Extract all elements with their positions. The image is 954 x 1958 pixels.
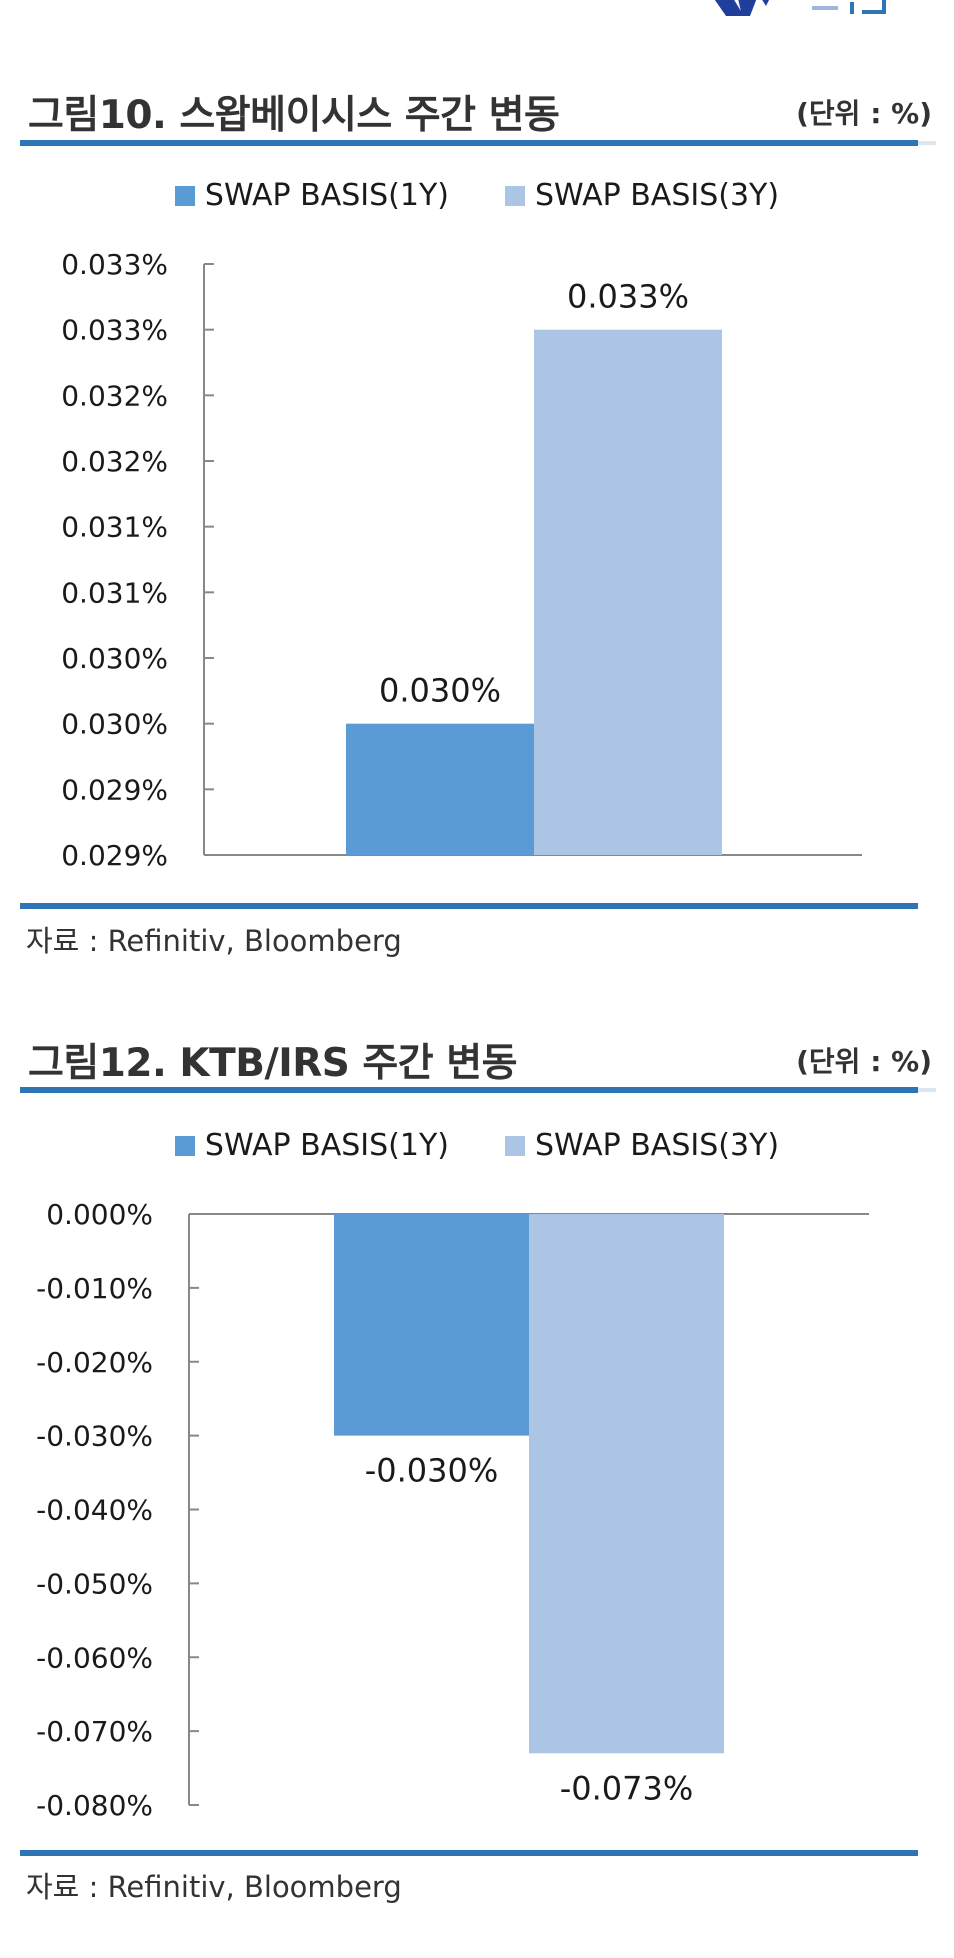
y-tick-label: -0.060% — [36, 1641, 153, 1674]
legend-swatch-1y — [174, 185, 195, 206]
data-label-3y: 0.033% — [567, 278, 689, 316]
legend-label-1y: SWAP BASIS(1Y) — [204, 1128, 449, 1163]
y-tick-label: -0.050% — [36, 1567, 153, 1600]
bar-3y — [534, 329, 722, 856]
title-rule-accent — [918, 1088, 936, 1092]
chart-legend: SWAP BASIS(1Y) SWAP BASIS(3Y) — [0, 178, 954, 213]
y-tick-label: -0.080% — [36, 1789, 153, 1820]
y-tick-label: 0.033% — [61, 248, 168, 281]
y-tick-label: 0.031% — [61, 511, 168, 544]
title-rule — [20, 1087, 918, 1093]
y-tick-label: 0.029% — [61, 839, 168, 872]
y-tick-label: 0.032% — [61, 379, 168, 412]
legend-item-1y: SWAP BASIS(1Y) — [174, 178, 449, 213]
legend-item-3y: SWAP BASIS(3Y) — [505, 1128, 779, 1163]
company-logo — [714, 0, 886, 16]
bar-chart-swap-basis: 0.033% 0.033% 0.032% 0.032% 0.031% 0.031% 0.03… — [61, 248, 862, 872]
y-tick-label: -0.070% — [36, 1715, 153, 1748]
y-tick-label: 0.032% — [61, 445, 168, 478]
unit-label: (단위 : %) — [796, 1045, 932, 1078]
legend-label-3y: SWAP BASIS(3Y) — [535, 1128, 780, 1163]
legend-item-3y: SWAP BASIS(3Y) — [505, 178, 779, 213]
y-tick-label: 0.031% — [61, 576, 168, 609]
bottom-rule — [20, 903, 918, 909]
y-tick-label: 0.000% — [46, 1198, 153, 1231]
bar-3y — [529, 1214, 724, 1754]
figure-title: 그림10. 스왑베이시스 주간 변동 — [28, 93, 560, 138]
bottom-rule — [20, 1850, 918, 1856]
source-note: 자료 : Refinitiv, Bloomberg — [26, 1870, 402, 1904]
y-tick-label: -0.030% — [36, 1420, 153, 1453]
chart-legend: SWAP BASIS(1Y) SWAP BASIS(3Y) — [0, 1128, 954, 1163]
title-rule-accent — [918, 141, 936, 145]
y-tick-label: -0.040% — [36, 1494, 153, 1527]
y-tick-label: -0.010% — [36, 1272, 153, 1305]
data-label-1y: 0.030% — [379, 672, 501, 710]
y-tick-label: 0.029% — [61, 773, 168, 806]
data-label-3y: -0.073% — [560, 1769, 694, 1807]
legend-label-1y: SWAP BASIS(1Y) — [204, 178, 449, 213]
y-tick-label: 0.030% — [61, 708, 168, 741]
legend-swatch-3y — [505, 1135, 525, 1156]
y-tick-label: 0.030% — [61, 642, 168, 675]
legend-swatch-1y — [174, 1135, 195, 1156]
bar-1y — [346, 723, 534, 855]
title-rule — [20, 140, 918, 146]
legend-swatch-3y — [505, 185, 525, 206]
legend-item-1y: SWAP BASIS(1Y) — [174, 1128, 449, 1163]
data-label-1y: -0.030% — [365, 1452, 499, 1490]
y-tick-label: -0.020% — [36, 1346, 153, 1379]
legend-label-3y: SWAP BASIS(3Y) — [535, 178, 780, 213]
source-note: 자료 : Refinitiv, Bloomberg — [26, 924, 402, 958]
unit-label: (단위 : %) — [796, 97, 932, 130]
y-tick-label: 0.033% — [61, 314, 168, 347]
figure-title: 그림12. KTB/IRS 주간 변동 — [28, 1041, 518, 1086]
bar-chart-ktb-irs: 0.000% -0.010% -0.020% -0.030% -0.040% -0.050… — [36, 1198, 869, 1820]
bar-1y — [334, 1214, 529, 1436]
